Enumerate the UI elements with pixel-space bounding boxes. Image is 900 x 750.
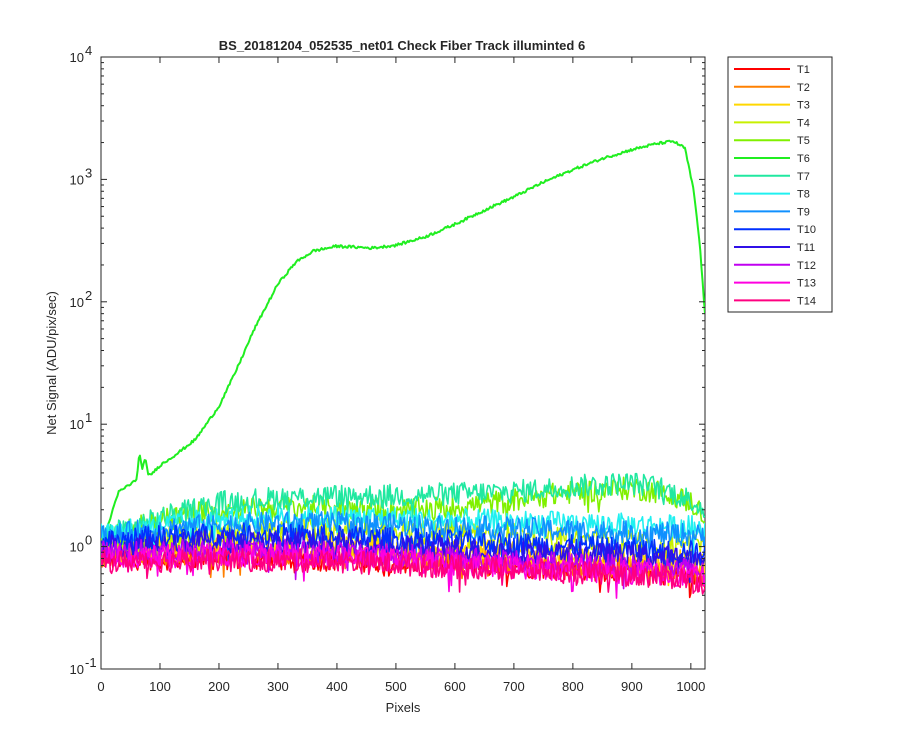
x-tick-label: 500 xyxy=(385,679,407,694)
x-axis-label: Pixels xyxy=(386,700,421,715)
legend-label-t9: T9 xyxy=(797,206,810,218)
chart-title: BS_20181204_052535_net01 Check Fiber Tra… xyxy=(219,38,585,53)
y-tick-base: 10 xyxy=(70,540,84,555)
legend-label-t10: T10 xyxy=(797,224,816,236)
legend-label-t2: T2 xyxy=(797,82,810,94)
y-tick-exponent: 0 xyxy=(85,533,92,548)
series-line-t11 xyxy=(101,529,705,583)
x-axis: 0 100 200 300 400 500 600 700 800 900 1000 xyxy=(97,57,705,694)
legend-label-t7: T7 xyxy=(797,171,810,183)
x-tick-label: 900 xyxy=(621,679,643,694)
legend-entries: T1 T2 T3 T4 T5 T6 T7 T8 T9 T10 T11 T12 T13 T14 xyxy=(734,64,816,307)
series-layer xyxy=(101,139,705,599)
y-tick-base: 10 xyxy=(70,295,84,310)
x-tick-label: 400 xyxy=(326,679,348,694)
y-tick-exponent: 4 xyxy=(85,43,92,58)
y-tick-exponent: -1 xyxy=(85,655,97,670)
x-tick-label: 700 xyxy=(503,679,525,694)
legend-box xyxy=(727,56,833,313)
legend-label-t8: T8 xyxy=(797,189,810,201)
y-tick-exponent: 2 xyxy=(85,288,92,303)
legend-label-t11: T11 xyxy=(797,242,815,254)
x-tick-label: 300 xyxy=(267,679,289,694)
legend-label-t13: T13 xyxy=(797,278,816,290)
y-tick-exponent: 3 xyxy=(85,165,92,180)
y-tick-base: 10 xyxy=(70,662,84,677)
legend-label-t3: T3 xyxy=(797,100,810,112)
series-line-t7 xyxy=(101,472,705,547)
y-tick-label: 10 4 xyxy=(70,43,93,65)
x-tick-label: 200 xyxy=(208,679,230,694)
y-tick-label: 10 3 xyxy=(70,165,93,187)
y-axis-label: Net Signal (ADU/pix/sec) xyxy=(44,291,59,435)
legend: T1 T2 T3 T4 T5 T6 T7 T8 T9 T10 T11 T12 T13 T14 xyxy=(727,56,833,313)
y-tick-base: 10 xyxy=(70,417,84,432)
series-line-t6 xyxy=(101,139,705,547)
y-tick-label: 10 0 xyxy=(70,533,93,555)
y-tick-exponent: 1 xyxy=(85,410,92,425)
y-tick-label: 10 1 xyxy=(70,410,93,432)
y-tick-base: 10 xyxy=(70,172,84,187)
x-tick-label: 600 xyxy=(444,679,466,694)
x-tick-label: 0 xyxy=(97,679,104,694)
y-tick-label: 10 2 xyxy=(70,288,93,310)
series-line-t14 xyxy=(101,547,705,595)
x-tick-label: 800 xyxy=(562,679,584,694)
legend-label-t12: T12 xyxy=(797,260,816,272)
y-tick-label: 10 -1 xyxy=(70,655,97,677)
legend-label-t4: T4 xyxy=(797,117,810,129)
x-tick-label: 1000 xyxy=(676,679,705,694)
series-line-t5 xyxy=(101,476,705,552)
y-tick-base: 10 xyxy=(70,50,84,65)
x-tick-label: 100 xyxy=(149,679,171,694)
legend-label-t1: T1 xyxy=(797,64,810,76)
legend-label-t5: T5 xyxy=(797,135,810,147)
legend-label-t6: T6 xyxy=(797,153,810,165)
legend-label-t14: T14 xyxy=(797,295,816,307)
